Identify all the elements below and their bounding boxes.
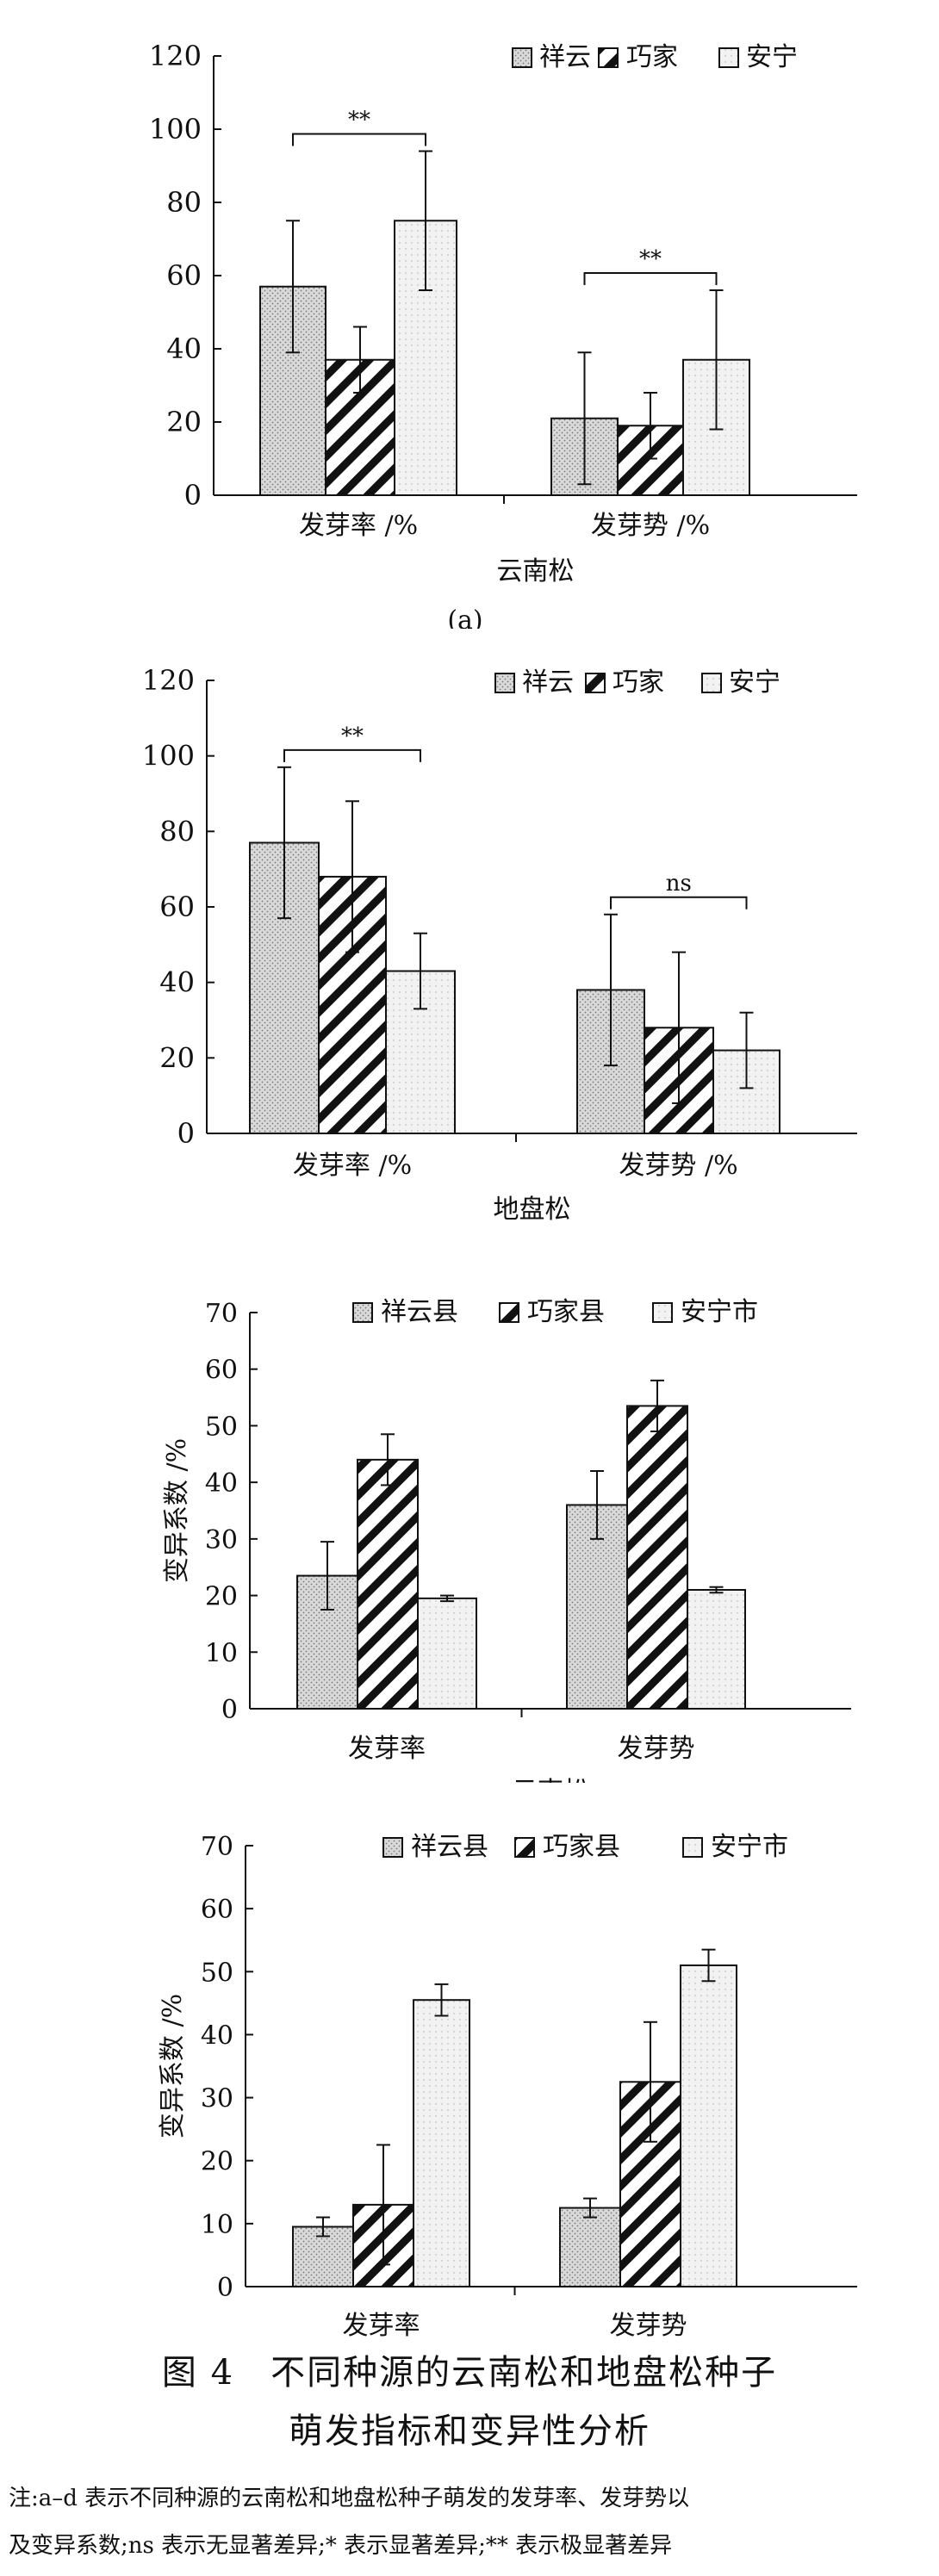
x-axis-label: 云南松 <box>512 1777 589 1783</box>
y-tick-label: 50 <box>205 1412 238 1442</box>
bar-巧家县 <box>626 1405 688 1710</box>
legend-swatch <box>652 1302 673 1323</box>
y-tick-label: 40 <box>205 1468 238 1499</box>
legend-label: 巧家 <box>613 667 664 698</box>
bar-祥云县 <box>292 2225 354 2287</box>
y-tick-label: 60 <box>201 1895 233 1925</box>
y-tick-label: 0 <box>177 1117 195 1150</box>
bar-祥云县 <box>559 2207 621 2288</box>
y-tick-label: 40 <box>159 966 195 999</box>
y-tick-label: 0 <box>221 1695 238 1725</box>
legend-swatch <box>682 1837 703 1858</box>
category-label: 发芽势 <box>610 2311 687 2341</box>
legend-label: 巧家 <box>626 42 678 72</box>
legend-swatch <box>718 47 739 68</box>
y-tick-label: 70 <box>205 1299 238 1329</box>
figure-note-line2: 及变异系数;ns 表示无显著差异;* 表示显著差异;** 表示极显著差异 <box>9 2533 673 2559</box>
y-tick-label: 100 <box>149 113 202 146</box>
significance-label: ** <box>348 108 370 133</box>
y-tick-label: 0 <box>184 479 202 512</box>
x-axis-label: 地盘松 <box>494 1195 571 1225</box>
significance-bracket <box>610 896 748 909</box>
legend-label: 巧家县 <box>543 1832 620 1862</box>
legend-label: 安宁 <box>729 667 780 698</box>
legend-label: 祥云县 <box>411 1832 488 1862</box>
significance-bracket <box>283 748 421 762</box>
x-axis-label: 云南松 <box>497 556 575 587</box>
y-tick-label: 0 <box>217 2273 233 2303</box>
y-tick-label: 120 <box>142 664 195 697</box>
chart-a: 0 20 40 60 80 100 120 发芽率 /% ** 发芽势 /% ** 祥云 巧家 安宁云南松… <box>149 40 857 629</box>
y-tick-label: 20 <box>159 1041 195 1074</box>
bar-安宁市 <box>687 1589 746 1710</box>
legend-swatch <box>499 1302 519 1323</box>
chart-panel-b: 0 20 40 60 80 100 120 发芽率 /% ** 发芽势 /% ns 祥云 巧家 安宁地盘松… <box>0 629 939 1232</box>
bar-巧家县 <box>357 1458 419 1710</box>
legend-label: 安宁 <box>746 42 798 72</box>
legend-swatch <box>512 47 532 68</box>
y-tick-label: 20 <box>205 1582 238 1612</box>
y-tick-label: 120 <box>149 40 202 72</box>
legend-label: 祥云 <box>522 667 574 698</box>
significance-label: ** <box>341 723 364 749</box>
category-label: 发芽势 /% <box>619 1151 737 1181</box>
chart-panel-a: 0 20 40 60 80 100 120 发芽率 /% ** 发芽势 /% ** 祥云 巧家 安宁云南松… <box>0 0 939 629</box>
bar-安宁市 <box>413 1999 470 2287</box>
legend-label: 安宁市 <box>711 1832 788 1862</box>
category-label: 发芽率 /% <box>299 511 418 541</box>
legend-swatch <box>352 1302 373 1323</box>
y-axis-label: 变异系数 /% <box>162 1438 192 1583</box>
legend-swatch <box>382 1837 403 1858</box>
legend-swatch <box>585 673 606 693</box>
bar-巧家 <box>325 358 395 496</box>
y-tick-label: 80 <box>166 186 202 219</box>
significance-bracket <box>583 272 718 285</box>
y-tick-label: 20 <box>166 406 202 438</box>
y-tick-label: 80 <box>159 815 195 847</box>
y-axis-label: 变异系数 /% <box>158 1994 188 2138</box>
category-label: 发芽势 <box>618 1734 695 1764</box>
y-tick-label: 60 <box>159 891 195 923</box>
legend-swatch <box>701 673 722 693</box>
figure-note-line1: 注:a–d 表示不同种源的云南松和地盘松种子萌发的发芽率、发芽势以 <box>9 2486 690 2511</box>
y-tick-label: 30 <box>201 2084 233 2114</box>
significance-label: ** <box>639 246 662 272</box>
legend-swatch <box>598 47 619 68</box>
legend-swatch <box>494 673 515 693</box>
legend-label: 祥云县 <box>381 1297 458 1327</box>
bar-安宁市 <box>680 1964 737 2287</box>
y-tick-label: 100 <box>142 740 195 773</box>
bar-安宁市 <box>417 1597 477 1710</box>
chart-b: 0 20 40 60 80 100 120 发芽率 /% ** 发芽势 /% ns 祥云 巧家 安宁地盘松… <box>142 664 857 1225</box>
y-tick-label: 60 <box>205 1356 238 1386</box>
y-tick-label: 70 <box>201 1832 233 1862</box>
category-label: 发芽率 /% <box>293 1151 412 1181</box>
figure-caption-line1: 图 4 不同种源的云南松和地盘松种子 <box>161 2353 778 2393</box>
y-tick-label: 60 <box>166 259 202 292</box>
y-tick-label: 20 <box>201 2147 233 2177</box>
y-tick-label: 40 <box>201 2020 233 2051</box>
y-tick-label: 50 <box>201 1958 233 1988</box>
legend-swatch <box>514 1837 535 1858</box>
y-tick-label: 40 <box>166 332 202 365</box>
panel-label: (a) <box>447 605 482 629</box>
significance-label: ns <box>666 871 692 897</box>
category-label: 发芽势 /% <box>591 511 710 541</box>
legend-label: 安宁市 <box>681 1297 758 1327</box>
legend-label: 巧家县 <box>527 1297 605 1327</box>
category-label: 发芽率 <box>343 2311 420 2341</box>
figure-caption-line2: 萌发指标和变异性分析 <box>289 2412 650 2451</box>
y-tick-label: 10 <box>205 1638 238 1668</box>
y-tick-label: 10 <box>201 2210 233 2240</box>
bar-安宁 <box>394 220 457 496</box>
y-tick-label: 30 <box>205 1525 238 1555</box>
legend-label: 祥云 <box>539 42 591 72</box>
significance-bracket <box>292 133 426 146</box>
category-label: 发芽率 <box>348 1734 426 1764</box>
